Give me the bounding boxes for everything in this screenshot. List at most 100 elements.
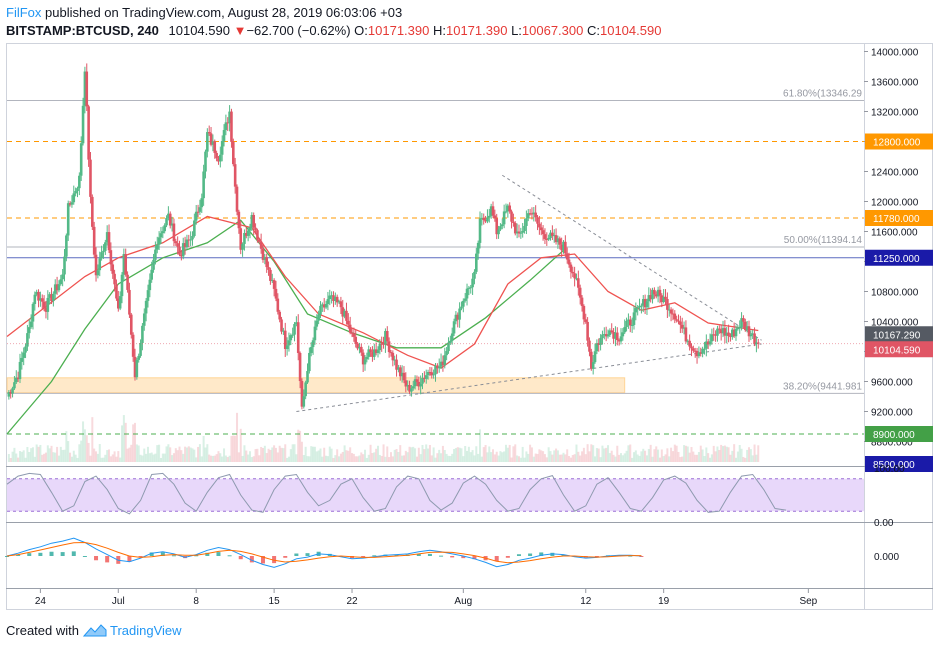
candle-body[interactable] [569,264,573,272]
candle-body[interactable] [29,321,33,328]
candle-body[interactable] [649,295,652,300]
candle-body[interactable] [530,213,534,215]
candle-body[interactable] [462,300,465,307]
candle-body[interactable] [730,329,734,337]
candle-body[interactable] [519,232,523,234]
candle-body[interactable] [122,254,126,275]
candle-body[interactable] [521,230,524,233]
candle-body[interactable] [601,334,604,338]
candle-body[interactable] [20,357,24,362]
candle-body[interactable] [50,294,53,302]
candle-body[interactable] [152,259,155,270]
candle-body[interactable] [348,324,352,333]
candle-body[interactable] [753,333,756,345]
candle-body[interactable] [667,309,671,311]
candle-body[interactable] [139,343,142,356]
candle-body[interactable] [322,304,326,308]
candle-body[interactable] [495,218,499,235]
candle-body[interactable] [478,218,482,243]
candle-body[interactable] [70,202,74,205]
candle-body[interactable] [669,309,673,314]
candle-body[interactable] [265,257,268,268]
candle-body[interactable] [343,310,346,317]
candle-body[interactable] [539,227,543,231]
candle-body[interactable] [267,267,270,270]
candle-body[interactable] [374,349,378,353]
candle-body[interactable] [347,320,350,325]
candle-body[interactable] [580,297,584,307]
candle-body[interactable] [161,231,165,234]
candle-body[interactable] [552,235,556,237]
candle-body[interactable] [510,211,513,222]
candle-body[interactable] [200,198,204,208]
candle-body[interactable] [515,231,519,234]
candle-body[interactable] [525,218,528,226]
candle-body[interactable] [83,71,87,106]
candle-body[interactable] [411,386,415,389]
candle-body[interactable] [590,351,593,369]
candle-body[interactable] [285,345,289,350]
candle-body[interactable] [104,242,107,251]
candle-body[interactable] [317,314,320,321]
candle-body[interactable] [413,379,417,387]
candle-body[interactable] [654,294,658,297]
candle-body[interactable] [94,254,98,276]
candle-body[interactable] [44,307,48,312]
candle-body[interactable] [324,304,328,308]
candle-body[interactable] [26,333,29,347]
candle-body[interactable] [721,328,725,334]
candle-body[interactable] [133,356,137,378]
candle-body[interactable] [254,227,257,231]
candle-body[interactable] [745,326,749,331]
candle-body[interactable] [40,298,44,302]
candle-body[interactable] [194,211,198,221]
candle-body[interactable] [315,320,319,327]
candle-body[interactable] [92,226,96,255]
candle-body[interactable] [679,321,682,325]
candle-body[interactable] [376,350,380,353]
candle-body[interactable] [233,164,237,187]
ma-fast-badge[interactable] [865,326,933,343]
candle-body[interactable] [27,327,31,334]
candle-body[interactable] [308,352,311,372]
candle-body[interactable] [118,296,122,309]
candle-body[interactable] [167,213,170,219]
candle-body[interactable] [350,332,354,334]
candle-body[interactable] [13,382,16,389]
candle-body[interactable] [543,234,547,239]
candle-body[interactable] [360,346,363,353]
candle-body[interactable] [185,239,189,248]
candle-body[interactable] [651,289,654,300]
candle-body[interactable] [480,217,484,219]
candle-body[interactable] [441,361,445,365]
candle-body[interactable] [341,307,345,317]
candle-body[interactable] [404,380,408,387]
candle-body[interactable] [141,325,144,344]
candle-body[interactable] [608,330,612,335]
candle-body[interactable] [35,291,38,295]
candle-body[interactable] [743,321,747,331]
candle-body[interactable] [449,340,452,343]
candle-body[interactable] [178,246,181,255]
candle-body[interactable] [688,340,691,347]
candle-body[interactable] [165,218,168,226]
candle-body[interactable] [116,298,120,309]
candle-body[interactable] [306,371,309,383]
candle-body[interactable] [460,306,463,309]
candle-body[interactable] [332,295,335,301]
candle-body[interactable] [142,313,146,326]
candle-body[interactable] [729,336,732,338]
candle-body[interactable] [504,211,508,213]
candle-body[interactable] [226,122,230,124]
candle-body[interactable] [321,304,324,306]
candle-body[interactable] [638,305,641,308]
candle-body[interactable] [206,132,209,152]
candle-body[interactable] [16,377,20,380]
candle-body[interactable] [220,141,224,155]
candle-body[interactable] [695,351,699,357]
candle-body[interactable] [630,324,634,326]
candle-body[interactable] [577,278,580,288]
candle-body[interactable] [296,322,300,353]
symbol-title[interactable]: BITSTAMP:BTCUSD, 240 [6,23,159,38]
candle-body[interactable] [502,211,506,225]
